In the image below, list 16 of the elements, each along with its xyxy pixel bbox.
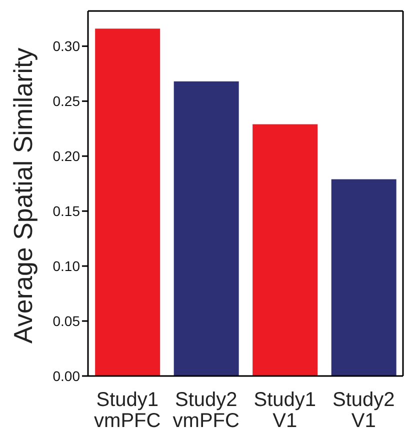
x-tick-label: Study1 vmPFC [94, 389, 161, 430]
y-tick-label: 0.00 [52, 368, 80, 384]
x-tick-label: Study2 vmPFC [172, 389, 240, 430]
x-tick-label: Study1 V1 [254, 389, 316, 430]
bar [331, 179, 396, 376]
y-tick-label: 0.15 [52, 203, 80, 220]
bar [95, 28, 160, 376]
x-tick-label: Study2 V1 [332, 389, 395, 430]
y-tick-label: 0.25 [52, 93, 80, 110]
y-axis-title: Average Spatial Similarity [8, 48, 38, 344]
bar [252, 124, 318, 376]
y-tick-label: 0.20 [52, 148, 80, 164]
y-tick-label: 0.10 [52, 258, 80, 274]
bar [174, 81, 239, 376]
y-tick-label: 0.05 [52, 313, 80, 329]
y-tick-label: 0.30 [52, 38, 80, 54]
